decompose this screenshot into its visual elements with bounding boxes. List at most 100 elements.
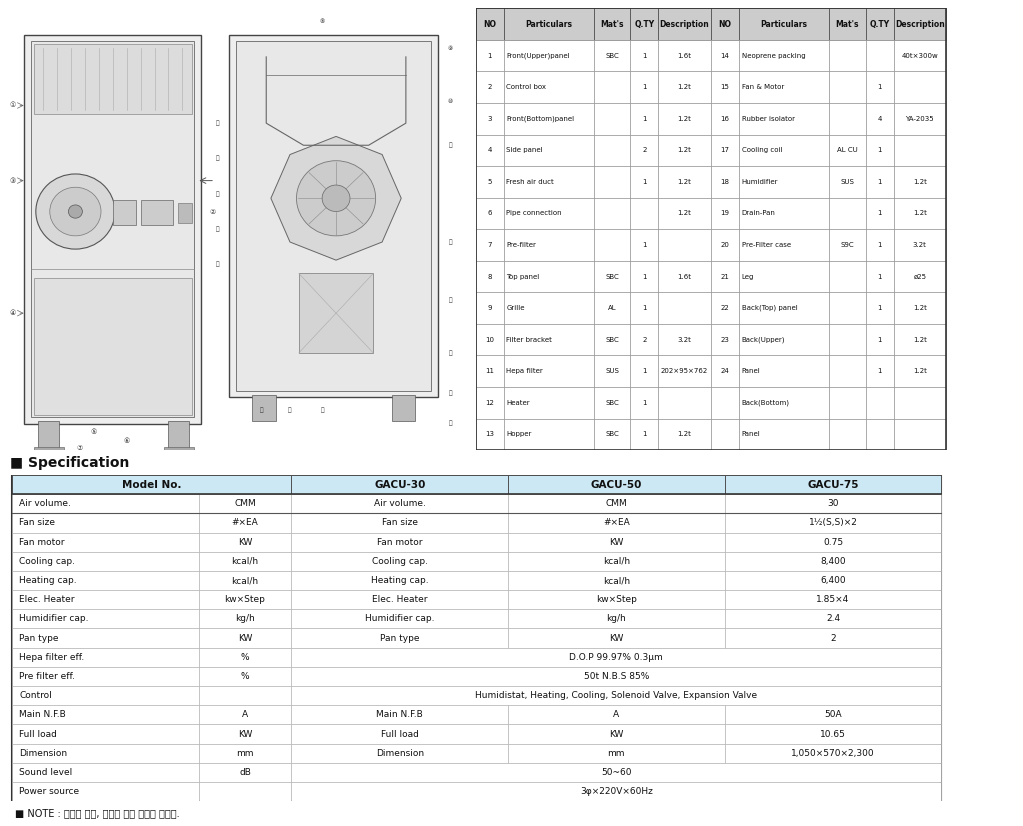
Bar [198, 743, 292, 763]
Bar [292, 475, 508, 494]
Text: Elec. Heater: Elec. Heater [19, 596, 75, 604]
Text: 18: 18 [720, 179, 729, 185]
Bar [12, 667, 198, 686]
Text: %: % [240, 672, 250, 681]
Text: Pre-filter: Pre-filter [506, 242, 536, 248]
Text: Side panel: Side panel [506, 147, 543, 154]
Bar [292, 513, 508, 533]
Bar [292, 782, 941, 801]
Text: Top panel: Top panel [506, 273, 539, 279]
Circle shape [322, 185, 350, 211]
Bar [198, 513, 292, 533]
Bar [739, 419, 829, 450]
Bar [659, 419, 711, 450]
Bar [724, 705, 941, 724]
Bar [503, 261, 594, 292]
Bar [292, 590, 508, 610]
Bar [739, 229, 829, 261]
Bar [476, 324, 503, 355]
Bar [829, 324, 865, 355]
Text: mm: mm [236, 748, 254, 757]
Text: Pre-Filter case: Pre-Filter case [742, 242, 791, 248]
Bar [893, 71, 946, 103]
Bar [34, 447, 63, 453]
Bar [198, 533, 292, 552]
Text: Panel: Panel [742, 368, 760, 374]
Bar [292, 571, 508, 590]
Text: 8,400: 8,400 [820, 557, 846, 566]
Text: ⑤: ⑤ [91, 430, 97, 435]
Text: Hopper: Hopper [506, 431, 532, 438]
Bar [292, 533, 508, 552]
Bar [893, 355, 946, 387]
Text: Humidistat, Heating, Cooling, Solenoid Valve, Expansion Valve: Humidistat, Heating, Cooling, Solenoid V… [476, 691, 757, 700]
Bar [198, 648, 292, 667]
Text: ⑪: ⑪ [448, 142, 452, 148]
Text: Humidifier cap.: Humidifier cap. [19, 615, 89, 624]
Text: 17: 17 [720, 147, 729, 154]
Text: GACU-30: GACU-30 [374, 480, 426, 490]
Bar [34, 278, 191, 415]
Text: 1: 1 [642, 431, 647, 438]
Text: 1.2t: 1.2t [913, 305, 927, 311]
Text: Pan type: Pan type [380, 634, 419, 643]
Bar [829, 71, 865, 103]
Bar [12, 610, 198, 629]
Text: 2: 2 [831, 634, 836, 643]
Bar [593, 324, 630, 355]
Bar [503, 292, 594, 324]
Text: 1: 1 [878, 179, 882, 185]
Text: 1.2t: 1.2t [677, 179, 692, 185]
Bar [503, 229, 594, 261]
Bar [865, 419, 893, 450]
Text: 11: 11 [485, 368, 494, 374]
Bar [198, 686, 292, 705]
Text: 1.6t: 1.6t [677, 53, 692, 59]
Text: ⑩: ⑩ [447, 98, 453, 103]
Text: ①: ① [9, 102, 15, 108]
Text: 1.2t: 1.2t [913, 337, 927, 343]
Bar [508, 513, 724, 533]
Text: 1: 1 [878, 84, 882, 90]
Bar [829, 166, 865, 197]
Bar [711, 8, 739, 40]
Text: kw×Step: kw×Step [225, 596, 265, 604]
Text: 1.2t: 1.2t [677, 211, 692, 216]
Bar [508, 494, 724, 513]
Text: Panel: Panel [742, 431, 760, 438]
Text: AL CU: AL CU [837, 147, 857, 154]
Bar [476, 387, 503, 419]
Bar [724, 552, 941, 571]
Text: 1: 1 [878, 147, 882, 154]
Text: 1: 1 [878, 273, 882, 279]
Bar [292, 494, 508, 513]
Bar [893, 8, 946, 40]
Text: Particulars: Particulars [525, 20, 572, 29]
Bar [198, 610, 292, 629]
Bar [724, 533, 941, 552]
Bar [711, 324, 739, 355]
Bar [292, 763, 941, 782]
Bar [292, 743, 508, 763]
Text: ⑧: ⑧ [319, 19, 324, 24]
Text: YA-2035: YA-2035 [905, 116, 934, 121]
Bar [476, 166, 503, 197]
Text: 3.2t: 3.2t [677, 337, 692, 343]
Text: NO: NO [483, 20, 496, 29]
Text: 23: 23 [720, 337, 729, 343]
Text: 8: 8 [487, 273, 492, 279]
Text: 40t×300w: 40t×300w [901, 53, 938, 59]
Text: Elec. Heater: Elec. Heater [372, 596, 428, 604]
Bar [739, 355, 829, 387]
Text: 1: 1 [878, 305, 882, 311]
Bar [476, 419, 503, 450]
Bar [12, 552, 198, 571]
Bar [659, 103, 711, 135]
Text: Control: Control [19, 691, 52, 700]
Bar [659, 261, 711, 292]
Bar [476, 103, 503, 135]
Text: kg/h: kg/h [607, 615, 626, 624]
Bar [865, 40, 893, 71]
Bar [739, 324, 829, 355]
Bar [865, 197, 893, 229]
